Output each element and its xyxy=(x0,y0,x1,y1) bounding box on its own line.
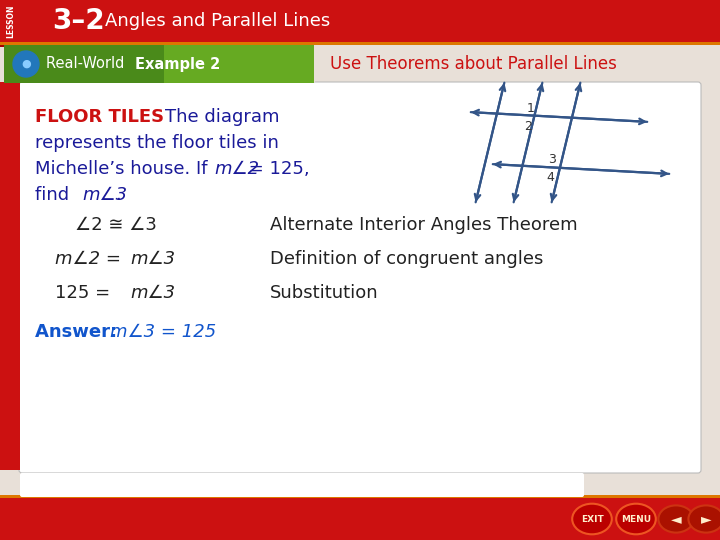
Bar xyxy=(0,42,720,45)
Text: 2: 2 xyxy=(524,120,532,133)
Text: Michelle’s house. If: Michelle’s house. If xyxy=(35,160,213,178)
Text: Definition of congruent angles: Definition of congruent angles xyxy=(270,250,544,268)
Polygon shape xyxy=(314,45,340,83)
FancyBboxPatch shape xyxy=(4,45,164,83)
Text: 3–2: 3–2 xyxy=(52,7,104,35)
Text: ●: ● xyxy=(21,59,31,69)
Text: m∠3: m∠3 xyxy=(130,284,175,302)
Text: FLOOR TILES: FLOOR TILES xyxy=(35,108,164,126)
Text: ►: ► xyxy=(701,512,711,526)
Text: 1: 1 xyxy=(527,102,535,115)
Text: m∠2: m∠2 xyxy=(214,160,259,178)
Bar xyxy=(0,498,720,540)
Text: Real-World: Real-World xyxy=(46,57,129,71)
FancyBboxPatch shape xyxy=(20,473,584,497)
FancyBboxPatch shape xyxy=(4,45,314,83)
Text: = 125,: = 125, xyxy=(243,160,310,178)
Bar xyxy=(0,82,20,470)
Text: Use Theorems about Parallel Lines: Use Theorems about Parallel Lines xyxy=(330,55,617,73)
Text: Angles and Parallel Lines: Angles and Parallel Lines xyxy=(105,12,330,30)
Text: represents the floor tiles in: represents the floor tiles in xyxy=(35,134,279,152)
Ellipse shape xyxy=(658,505,693,532)
Text: ∠2 ≅ ∠3: ∠2 ≅ ∠3 xyxy=(75,216,157,234)
Text: EXIT: EXIT xyxy=(580,515,603,523)
Text: MENU: MENU xyxy=(621,515,651,523)
Text: .: . xyxy=(115,186,121,204)
Text: m∠3: m∠3 xyxy=(82,186,127,204)
Text: 3: 3 xyxy=(548,153,556,166)
Text: Alternate Interior Angles Theorem: Alternate Interior Angles Theorem xyxy=(270,216,577,234)
Text: ◄: ◄ xyxy=(671,512,681,526)
FancyBboxPatch shape xyxy=(19,82,701,473)
Text: find: find xyxy=(35,186,75,204)
Circle shape xyxy=(13,51,39,77)
Text: 4: 4 xyxy=(546,171,554,184)
Bar xyxy=(0,0,22,47)
Bar xyxy=(0,495,720,498)
Ellipse shape xyxy=(616,504,656,534)
Text: LESSON: LESSON xyxy=(6,4,16,38)
Text: Answer:: Answer: xyxy=(35,323,123,341)
Text: The diagram: The diagram xyxy=(165,108,279,126)
Text: m∠3: m∠3 xyxy=(130,250,175,268)
Text: Substitution: Substitution xyxy=(270,284,379,302)
Ellipse shape xyxy=(572,504,612,534)
Bar xyxy=(0,0,720,42)
Text: m∠2 =: m∠2 = xyxy=(55,250,127,268)
Ellipse shape xyxy=(688,505,720,532)
Text: Example 2: Example 2 xyxy=(135,57,220,71)
Text: 125 =: 125 = xyxy=(55,284,122,302)
Text: m∠3 = 125: m∠3 = 125 xyxy=(110,323,216,341)
